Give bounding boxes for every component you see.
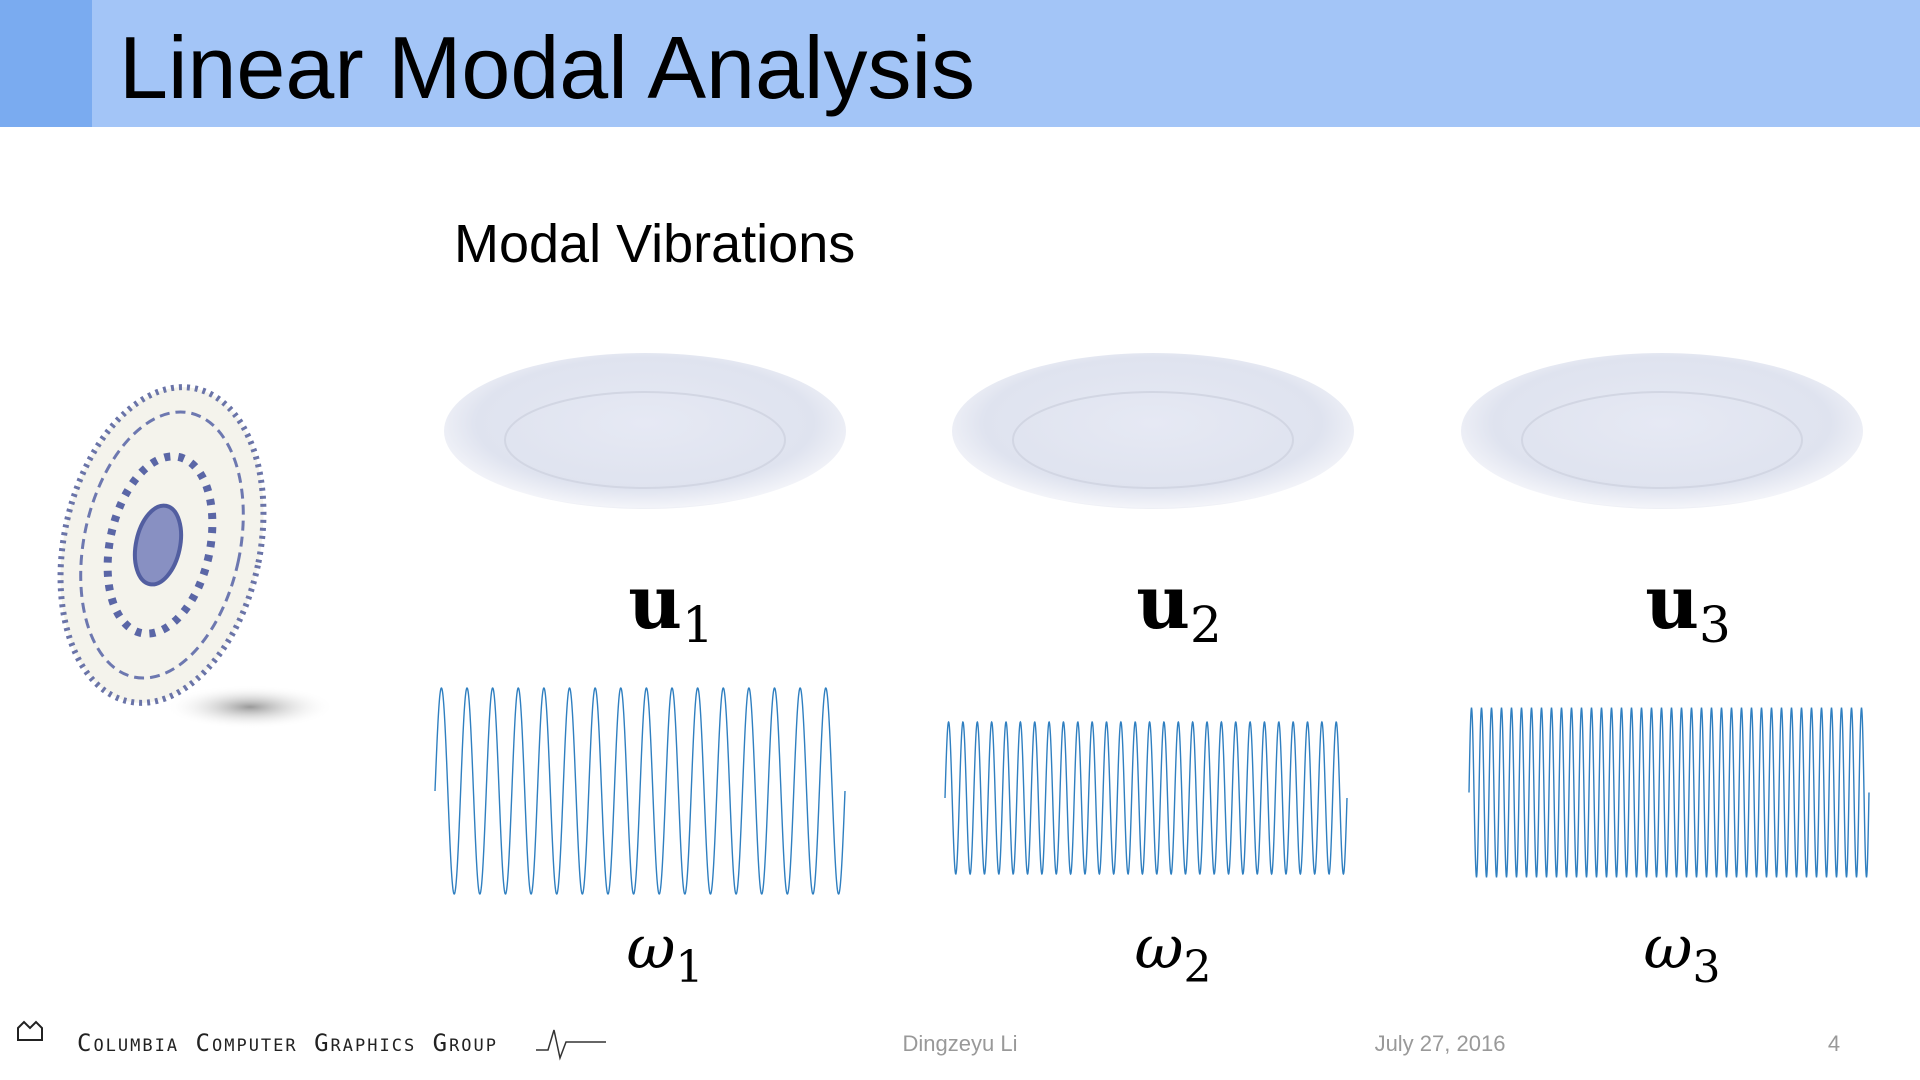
author: Dingzeyu Li [903, 1031, 1018, 1056]
date: July 27, 2016 [1375, 1031, 1506, 1056]
patterned-plate [57, 384, 335, 729]
plate-well [1521, 391, 1803, 489]
shape-index: 2 [1190, 596, 1222, 654]
plate-well [1012, 391, 1294, 489]
plate [444, 353, 846, 509]
plate [1461, 353, 1863, 509]
waveform [1468, 707, 1870, 878]
footer-logo [17, 1020, 606, 1061]
mode-shape-label: u3 [1645, 560, 1731, 654]
page-number: 4 [1828, 1031, 1840, 1056]
frequency-symbol: ω [627, 913, 676, 983]
mode-shape-label: u2 [1136, 560, 1222, 654]
frequency-index: 1 [675, 942, 703, 993]
header-bar [0, 0, 1920, 127]
frequency-label: ω3 [1644, 913, 1721, 993]
group-name: Columbia Computer Graphics Group [77, 1029, 498, 1057]
waveform [434, 687, 846, 895]
plate-well [504, 391, 786, 489]
slide-title: Linear Modal Analysis [119, 18, 975, 117]
frequency-symbol: ω [1135, 913, 1184, 983]
shape-index: 3 [1699, 596, 1731, 654]
frequency-index: 2 [1183, 942, 1211, 993]
frequency-symbol: ω [1644, 913, 1693, 983]
shape-symbol: u [1136, 560, 1190, 646]
mode-shape-label: u1 [628, 560, 714, 654]
subtitle: Modal Vibrations [454, 214, 855, 274]
plate [952, 353, 1354, 509]
frequency-label: ω2 [1135, 913, 1212, 993]
shape-symbol: u [628, 560, 682, 646]
frequency-label: ω1 [627, 913, 704, 993]
waveform [944, 720, 1348, 876]
header-accent [0, 0, 92, 127]
frequency-index: 3 [1692, 942, 1720, 993]
shape-index: 1 [682, 596, 714, 654]
shape-symbol: u [1645, 560, 1699, 646]
